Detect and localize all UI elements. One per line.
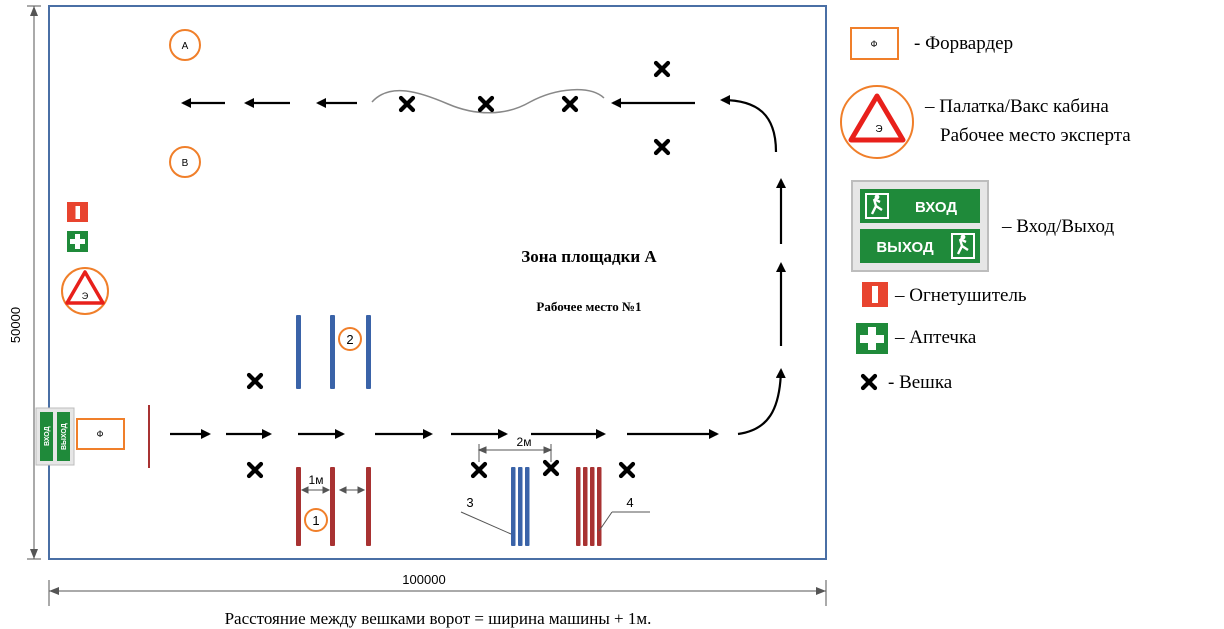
return-route [181, 95, 786, 436]
svg-text:Ф: Ф [97, 429, 104, 439]
label-4-leader [598, 511, 613, 532]
fire-extinguisher-icon [67, 202, 88, 222]
svg-text:2: 2 [346, 332, 353, 347]
expert-tent-icon: Э [61, 267, 109, 315]
label-3: 3 [466, 495, 473, 510]
svg-text:1: 1 [312, 513, 319, 528]
height-dimension-label: 50000 [8, 307, 23, 343]
legend-forwarder-label: - Форвардер [914, 33, 1013, 54]
legend-first-aid-label: – Аптечка [894, 327, 977, 348]
width-dimension-line [48, 580, 827, 606]
legend-tent-label-1: – Палатка/Вакс кабина [924, 96, 1109, 117]
legend-exit-sign-icon: ВХОД ВЫХОД [850, 179, 990, 273]
gap-2m-label: 2м [517, 435, 532, 449]
label-3-leader [460, 511, 512, 535]
width-dimension-label: 100000 [402, 572, 445, 587]
legend-entrance-label: – Вход/Выход [1001, 216, 1115, 237]
station-1-marker: 1 [304, 508, 328, 532]
stake-x-icon [656, 63, 668, 75]
svg-text:ВХОД: ВХОД [44, 426, 51, 446]
legend-stake-icon [863, 376, 875, 388]
entrance-exit-sign: ВХОД ВЫХОД [35, 407, 75, 466]
station-2-bars [296, 315, 371, 389]
stake-x-icon [473, 464, 485, 476]
svg-text:А: А [182, 41, 189, 52]
zone-subtitle: Рабочее место №1 [536, 299, 641, 314]
legend: Ф - Форвардер Э – Палатка/Вакс кабина Ра… [840, 27, 1131, 393]
caption: Расстояние между вешками ворот = ширина … [225, 609, 652, 628]
station-4-bars [576, 467, 602, 546]
legend-extinguisher-label: – Огнетушитель [894, 285, 1027, 306]
stake-x-icon [401, 98, 413, 110]
svg-text:В: В [182, 158, 189, 169]
stake-x-icon [249, 464, 261, 476]
legend-forwarder-icon: Ф [850, 27, 899, 60]
point-a-marker: А [169, 29, 201, 61]
height-dimension-line [27, 5, 41, 560]
stake-x-icon [249, 375, 261, 387]
stake-x-icon [480, 98, 492, 110]
field-border [48, 5, 827, 560]
svg-text:Ф: Ф [871, 39, 878, 49]
legend-extinguisher-icon [862, 282, 888, 307]
legend-tent-icon: Э [840, 85, 914, 159]
slalom-wave [371, 89, 605, 114]
stake-x-icon [545, 462, 557, 474]
gap-1m-measure [300, 486, 366, 494]
station-2-marker: 2 [338, 327, 362, 351]
point-b-marker: В [169, 146, 201, 178]
svg-text:ВЫХОД: ВЫХОД [876, 239, 934, 256]
stake-x-icon [621, 464, 633, 476]
legend-stake-label: - Вешка [888, 372, 953, 393]
gap-1m-label: 1м [309, 473, 324, 487]
legend-tent-label-2: Рабочее место эксперта [940, 125, 1131, 146]
svg-text:Э: Э [875, 124, 882, 135]
gap-2m-measure [477, 444, 553, 462]
stake-x-icon [564, 98, 576, 110]
stake-x-icon [656, 141, 668, 153]
station-3-bars [511, 467, 530, 546]
station-1-bars [296, 467, 371, 546]
label-4: 4 [626, 495, 633, 510]
svg-text:Э: Э [82, 291, 89, 301]
forwarder-marker: Ф [76, 418, 125, 450]
svg-text:ВХОД: ВХОД [915, 199, 957, 216]
zone-title: Зона площадки А [521, 247, 657, 266]
svg-text:ВЫХОД: ВЫХОД [61, 423, 68, 450]
first-aid-icon [67, 231, 88, 252]
legend-first-aid-icon [856, 323, 888, 354]
